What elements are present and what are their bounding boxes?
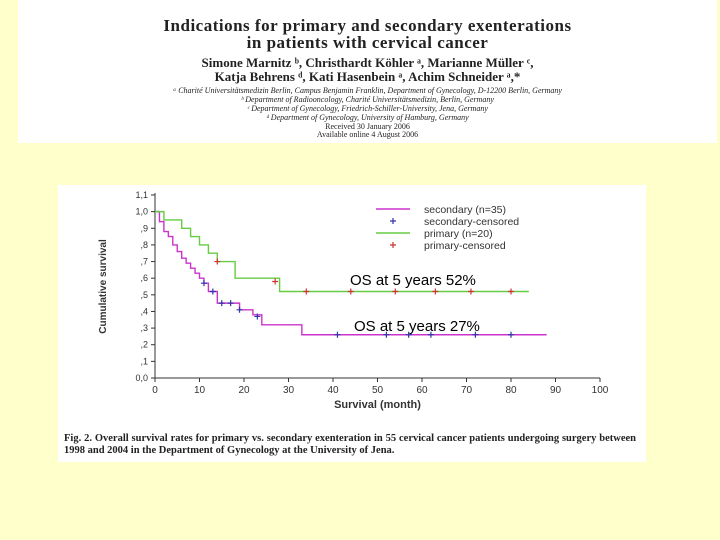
x-tick-label: 50 <box>372 385 384 396</box>
legend-label: primary (n=20) <box>424 228 493 240</box>
y-tick-label: ,3 <box>140 323 148 333</box>
affiliation-b: ᵇ Department of Radiooncology, Charité U… <box>241 95 494 104</box>
primary-censor-mark <box>214 258 221 265</box>
legend-swatch <box>390 242 396 248</box>
legend-label: secondary (n=35) <box>424 204 506 216</box>
affiliation-a: ᵃ Charité Universitätsmedizin Berlin, Ca… <box>173 86 562 95</box>
x-tick-label: 0 <box>152 385 158 396</box>
x-tick-label: 90 <box>550 385 562 396</box>
y-tick-label: ,6 <box>140 273 148 283</box>
x-tick-label: 40 <box>327 385 339 396</box>
x-tick-label: 10 <box>194 385 206 396</box>
y-tick-label: ,2 <box>140 340 148 350</box>
secondary-censor-mark <box>334 331 341 338</box>
secondary-censor-mark <box>405 331 412 338</box>
primary-censor-mark <box>432 288 439 295</box>
y-tick-label: 0,0 <box>135 373 148 383</box>
x-tick-label: 100 <box>592 385 609 396</box>
secondary-censor-mark <box>427 331 434 338</box>
y-axis-label: Cumulative survival <box>98 239 109 334</box>
x-axis-label: Survival (month) <box>334 399 421 411</box>
secondary-censor-mark <box>218 300 225 307</box>
secondary-censor-mark <box>209 288 216 295</box>
affiliation-c: ᶜ Department of Gynecology, Friedrich-Sc… <box>247 104 488 113</box>
legend-swatch <box>390 218 396 224</box>
authors-line2: Katja Behrens ᵈ, Kati Hasenbein ᵃ, Achim… <box>214 69 521 84</box>
secondary-os-annotation: OS at 5 years 27% <box>354 318 480 335</box>
y-tick-label: ,7 <box>140 257 148 267</box>
secondary-censor-mark <box>472 331 479 338</box>
x-tick-label: 70 <box>461 385 473 396</box>
legend-label: secondary-censored <box>424 216 519 228</box>
secondary-censor-mark <box>254 313 261 320</box>
secondary-censor-mark <box>200 280 207 287</box>
authors-line1: Simone Marnitz ᵇ, Christhardt Köhler ᵃ, … <box>201 55 534 70</box>
available-date: Available online 4 August 2006 <box>316 130 419 139</box>
paper-title-line2: in patients with cervical cancer <box>246 33 489 52</box>
affiliation-d: ᵈ Department of Gynecology, University o… <box>266 113 469 122</box>
primary-censor-mark <box>347 288 354 295</box>
survival-figure: 0,0 ,1 ,2 ,3 ,4 ,5 ,6 ,7 ,8 ,9 1,0 1,1 0 10 20 30 40 50 60… <box>58 185 646 462</box>
secondary-censor-mark <box>236 306 243 313</box>
primary-os-annotation: OS at 5 years 52% <box>350 272 476 289</box>
primary-censor-mark <box>303 288 310 295</box>
secondary-survival-line <box>155 210 547 336</box>
paper-title-line1: Indications for primary and secondary ex… <box>163 16 572 35</box>
figure-caption: Fig. 2. Overall survival rates for prima… <box>64 433 636 456</box>
y-tick-label: ,4 <box>140 306 148 316</box>
y-tick-label: ,1 <box>140 356 148 366</box>
y-tick-label: ,9 <box>140 223 148 233</box>
x-tick-label: 80 <box>505 385 517 396</box>
secondary-censor-mark <box>508 331 514 338</box>
paper-header: Indications for primary and secondary ex… <box>18 0 717 143</box>
primary-survival-line <box>155 210 529 293</box>
primary-censor-mark <box>272 278 279 285</box>
y-tick-label: ,5 <box>140 290 148 300</box>
y-tick-label: 1,1 <box>135 190 148 200</box>
received-date: Received 30 January 2006 <box>325 122 410 131</box>
y-tick-label: 1,0 <box>135 207 148 217</box>
x-tick-label: 20 <box>238 385 250 396</box>
survival-chart: 0,0 ,1 ,2 ,3 ,4 ,5 ,6 ,7 ,8 ,9 1,0 1,1 0 10 20 30 40 50 60… <box>98 190 609 411</box>
primary-censor-mark <box>467 288 474 295</box>
x-tick-label: 30 <box>283 385 295 396</box>
primary-censor-mark <box>392 288 399 295</box>
primary-censor-mark <box>508 288 514 295</box>
secondary-censor-mark <box>227 300 234 307</box>
x-tick-label: 60 <box>416 385 428 396</box>
secondary-censor-mark <box>383 331 390 338</box>
legend-label: primary-censored <box>424 240 506 252</box>
y-tick-label: ,8 <box>140 240 148 250</box>
